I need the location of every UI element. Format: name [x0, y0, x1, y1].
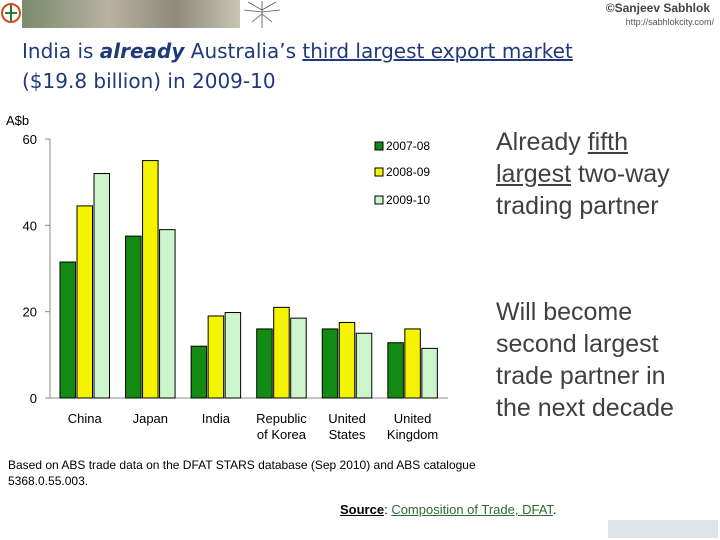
x-tick-label: Republic — [256, 411, 307, 426]
photo-strip — [22, 0, 240, 28]
top-banner: ©Sanjeev Sabhlok http://sabhlokcity.com/ — [0, 0, 720, 32]
y-tick-label: 20 — [23, 305, 37, 320]
source-tail: . — [552, 502, 557, 517]
x-tick-label: China — [68, 411, 103, 426]
bar-2009-10-0 — [93, 173, 110, 399]
side-note-1: Already fifth largest two-way trading pa… — [496, 126, 696, 222]
y-tick-label: 60 — [23, 132, 37, 147]
x-tick-label: Japan — [133, 411, 168, 426]
bar-2009-10-1 — [159, 229, 176, 399]
x-tick-label: United — [394, 411, 432, 426]
bar-2008-09-0 — [76, 205, 93, 399]
legend-swatch-2007-08 — [374, 141, 384, 151]
sketch-image — [240, 0, 284, 30]
bar-2008-09-1 — [142, 160, 159, 399]
bar-2007-08-0 — [59, 261, 76, 399]
bar-2009-10-3 — [290, 317, 307, 399]
bar-2007-08-5 — [387, 342, 404, 399]
y-tick-label: 0 — [30, 391, 37, 406]
brand-name: ©Sanjeev Sabhlok — [605, 1, 710, 15]
bar-2008-09-4 — [338, 321, 356, 399]
footnote: Based on ABS trade data on the DFAT STAR… — [8, 458, 476, 488]
side-note-1-underline-a: fifth — [587, 128, 629, 156]
side-note-1-text-a: Already — [496, 128, 588, 156]
bar-2008-09-5 — [404, 328, 421, 399]
bar-2008-09-2 — [207, 315, 225, 399]
legend-swatch-2009-10 — [374, 195, 384, 205]
legend-label: 2009-10 — [386, 193, 430, 207]
headline-line2: ($19.8 billion) in 2009-10 — [22, 69, 276, 93]
side-note-2: Will become second largest trade partner… — [496, 298, 674, 422]
x-tick-label: United — [328, 411, 366, 426]
headline-part2: Australia’s — [184, 39, 303, 63]
side-note-1-text-c: two-way trading partner — [496, 160, 670, 220]
headline-part1: India is — [22, 39, 100, 63]
bar-2007-08-4 — [321, 328, 339, 399]
brand-url: http://sabhlokcity.com/ — [625, 17, 714, 27]
source-link[interactable]: Composition of Trade, DFAT — [391, 502, 553, 517]
x-tick-label: States — [329, 427, 366, 442]
x-tick-label: India — [202, 411, 231, 426]
headline-italic: already — [99, 39, 185, 63]
bar-2007-08-1 — [125, 235, 142, 399]
bar-2008-09-3 — [273, 306, 290, 399]
bar-2007-08-3 — [256, 328, 273, 399]
bar-2007-08-2 — [190, 345, 208, 399]
page-title: India is already Australia’s third large… — [22, 36, 712, 96]
y-axis-label: A$b — [6, 113, 29, 128]
bar-2009-10-2 — [224, 312, 242, 399]
signature-image — [608, 520, 718, 538]
x-tick-label: Kingdom — [387, 427, 438, 442]
source-label: Source — [340, 502, 385, 517]
y-tick-label: 40 — [23, 218, 37, 233]
legend-label: 2008-09 — [386, 165, 430, 179]
bar-2009-10-5 — [421, 347, 438, 399]
side-note-1-underline-b: largest — [496, 160, 572, 188]
logo-icon — [0, 0, 22, 26]
legend-label: 2007-08 — [386, 139, 430, 153]
legend-swatch-2008-09 — [374, 167, 384, 177]
x-tick-label: of Korea — [257, 427, 307, 442]
headline-underlined: third largest export market — [302, 39, 573, 63]
source-line: Source: Composition of Trade, DFAT. — [340, 502, 557, 517]
bar-2009-10-4 — [355, 332, 373, 399]
